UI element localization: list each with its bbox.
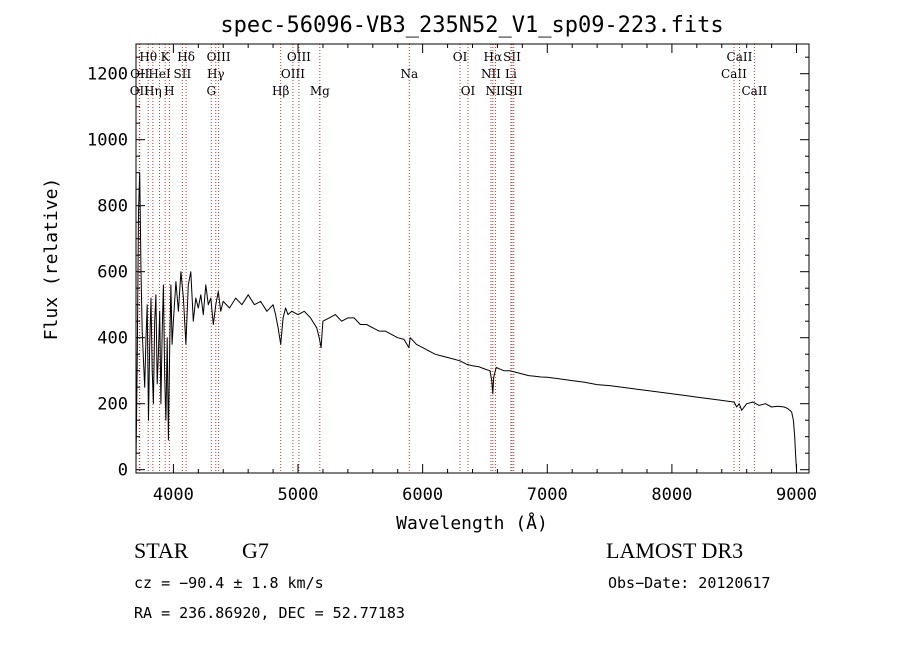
- line-marker-label: Hγ: [207, 67, 225, 81]
- line-marker-label: Hβ: [272, 84, 289, 98]
- y-axis-label: Flux (relative): [41, 178, 62, 341]
- line-marker-label: SII: [505, 84, 523, 98]
- line-marker-label: K: [161, 50, 171, 64]
- line-marker-label: OIII: [287, 50, 311, 64]
- line-marker-label: CaII: [727, 50, 753, 64]
- line-marker-label: OII: [130, 84, 150, 98]
- object-class: STAR: [134, 538, 189, 563]
- plot-frame: [135, 43, 810, 474]
- y-tick-label: 1200: [87, 65, 128, 85]
- line-marker-label: CaII: [721, 67, 747, 81]
- line-marker-label: Mg: [310, 84, 330, 98]
- line-marker-label: CaII: [741, 84, 767, 98]
- y-tick-label: 400: [97, 329, 128, 349]
- x-tick-label: 8000: [651, 485, 692, 505]
- line-marker-label: Hδ: [177, 50, 195, 64]
- chart-title: spec-56096-VB3_235N52_V1_sp09-223.fits: [220, 13, 723, 38]
- x-tick-label: 4000: [153, 485, 194, 505]
- y-tick-label: 600: [97, 263, 128, 283]
- line-marker-label: NII: [485, 84, 505, 98]
- coordinates-text: RA = 236.86920, DEC = 52.77183: [134, 604, 405, 622]
- line-marker-label: Hη: [144, 84, 162, 98]
- line-marker-label: OIII: [281, 67, 305, 81]
- line-marker-label: Hα: [484, 50, 503, 64]
- line-marker-label: G: [206, 84, 216, 98]
- line-marker-label: OIII: [207, 50, 231, 64]
- x-tick-label: 6000: [402, 485, 443, 505]
- spectrum: [135, 172, 797, 470]
- survey-label: LAMOST DR3: [606, 538, 744, 563]
- line-marker-label: HeI: [148, 67, 171, 81]
- line-marker-label: OI: [461, 84, 476, 98]
- line-marker-label: OI: [453, 50, 468, 64]
- redshift-text: cz = −90.4 ± 1.8 km/s: [134, 574, 324, 592]
- line-markers: HθOIIOIIHηHeIKHSIIHδGHγOIIIHβOIIIOIIIMgN…: [130, 44, 768, 473]
- y-tick-label: 1000: [87, 131, 128, 151]
- line-marker-label: Na: [400, 67, 418, 81]
- axes: 4000 5000 6000 7000 8000 9000 0 200 400 600 800 100…: [87, 44, 817, 505]
- x-tick-label: 5000: [278, 485, 319, 505]
- line-marker-label: Hθ: [139, 50, 157, 64]
- x-tick-label: 9000: [776, 485, 817, 505]
- line-marker-label: NII: [481, 67, 501, 81]
- line-marker-label: H: [164, 84, 174, 98]
- y-tick-label: 200: [97, 395, 128, 415]
- y-tick-label: 800: [97, 197, 128, 217]
- x-tick-label: 7000: [527, 485, 568, 505]
- obs-date-text: Obs−Date: 20120617: [608, 574, 771, 592]
- line-marker-label: SII: [174, 67, 192, 81]
- x-axis-label: Wavelength (Å): [396, 512, 548, 534]
- object-subclass: G7: [242, 538, 269, 563]
- line-marker-label: Li: [505, 67, 517, 81]
- y-tick-label: 0: [118, 461, 128, 481]
- line-marker-label: SII: [503, 50, 521, 64]
- spectrum-line-0: [135, 172, 797, 470]
